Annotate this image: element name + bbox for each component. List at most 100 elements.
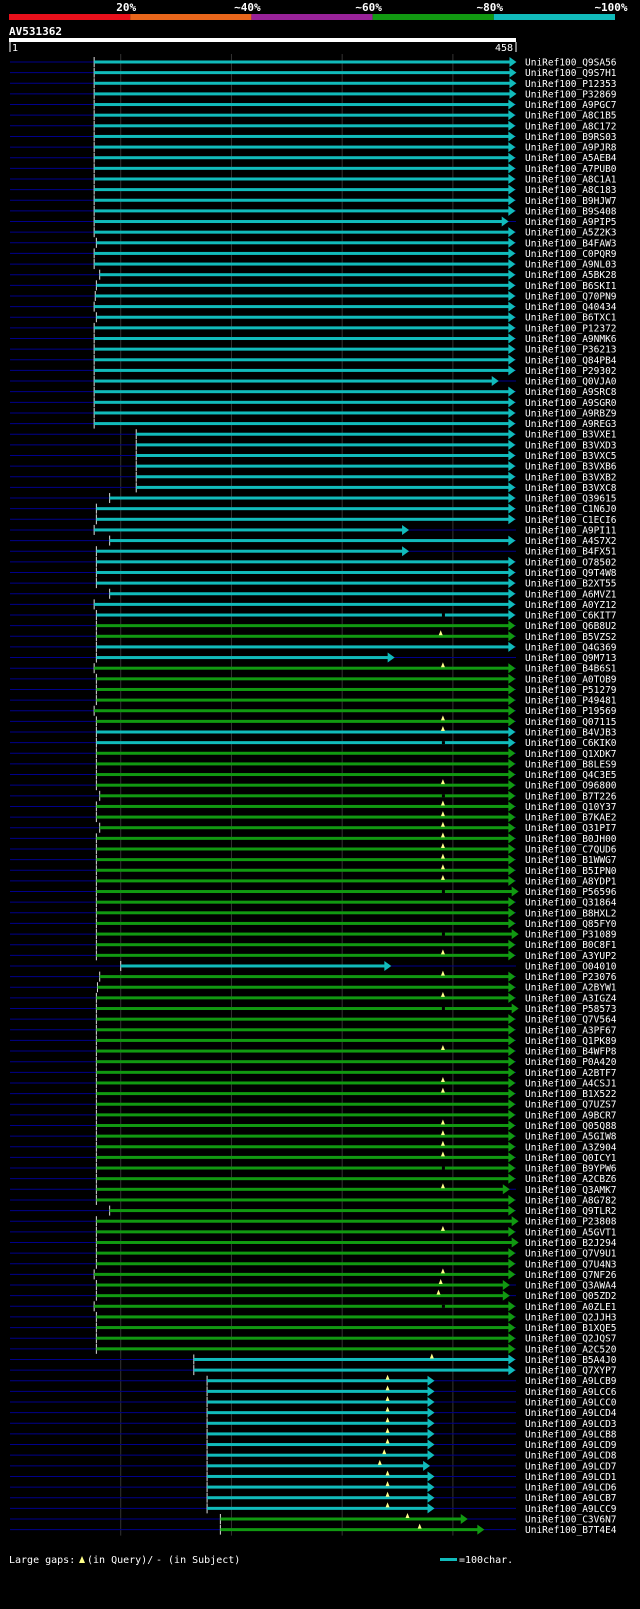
hit-name[interactable]: UniRef100_Q39615 bbox=[525, 494, 617, 505]
hit-name[interactable]: UniRef100_Q7V564 bbox=[525, 1015, 617, 1026]
hit-name[interactable]: UniRef100_C1N6J0 bbox=[525, 504, 617, 515]
hit-name[interactable]: UniRef100_A9LCD3 bbox=[525, 1419, 617, 1430]
hit-name[interactable]: UniRef100_O78502 bbox=[525, 557, 617, 568]
hit-name[interactable]: UniRef100_A9PI11 bbox=[525, 525, 617, 536]
hit-name[interactable]: UniRef100_C3V6N7 bbox=[525, 1514, 617, 1525]
hit-name[interactable]: UniRef100_Q9TLR2 bbox=[525, 1206, 617, 1217]
hit-name[interactable]: UniRef100_A9LCB9 bbox=[525, 1376, 617, 1387]
hit-name[interactable]: UniRef100_Q31PI7 bbox=[525, 823, 617, 834]
hit-name[interactable]: UniRef100_A8YDP1 bbox=[525, 876, 617, 887]
hit-name[interactable]: UniRef100_Q05ZD2 bbox=[525, 1291, 617, 1302]
hit-name[interactable]: UniRef100_Q3AMK7 bbox=[525, 1185, 617, 1196]
hit-name[interactable]: UniRef100_A5BK28 bbox=[525, 270, 617, 281]
hit-name[interactable]: UniRef100_C6KIK0 bbox=[525, 738, 617, 749]
hit-name[interactable]: UniRef100_A9SGR0 bbox=[525, 398, 617, 409]
hit-name[interactable]: UniRef100_A3IGZ4 bbox=[525, 993, 617, 1004]
hit-name[interactable]: UniRef100_P58573 bbox=[525, 1004, 617, 1015]
hit-name[interactable]: UniRef100_B0JH00 bbox=[525, 834, 617, 845]
hit-name[interactable]: UniRef100_Q07115 bbox=[525, 717, 617, 728]
hit-name[interactable]: UniRef100_Q7UZS7 bbox=[525, 1100, 617, 1111]
hit-name[interactable]: UniRef100_B7T4E4 bbox=[525, 1525, 617, 1536]
hit-name[interactable]: UniRef100_C0PQR9 bbox=[525, 249, 617, 260]
hit-name[interactable]: UniRef100_B9YPW6 bbox=[525, 1164, 617, 1175]
hit-name[interactable]: UniRef100_B2J294 bbox=[525, 1238, 617, 1249]
hit-name[interactable]: UniRef100_P23808 bbox=[525, 1217, 617, 1228]
hit-name[interactable]: UniRef100_Q84PB4 bbox=[525, 355, 617, 366]
hit-name[interactable]: UniRef100_Q9SA56 bbox=[525, 58, 617, 69]
hit-name[interactable]: UniRef100_B3VXB6 bbox=[525, 462, 617, 473]
hit-name[interactable]: UniRef100_A9LCC0 bbox=[525, 1398, 617, 1409]
hit-name[interactable]: UniRef100_Q4C3E5 bbox=[525, 770, 617, 781]
hit-name[interactable]: UniRef100_B3VXE1 bbox=[525, 430, 617, 441]
hit-name[interactable]: UniRef100_A9LCB7 bbox=[525, 1493, 617, 1504]
hit-name[interactable]: UniRef100_A3Z904 bbox=[525, 1142, 617, 1153]
hit-name[interactable]: UniRef100_B3VXD3 bbox=[525, 440, 617, 451]
hit-name[interactable]: UniRef100_A7PUB0 bbox=[525, 164, 617, 175]
hit-name[interactable]: UniRef100_A9LCD6 bbox=[525, 1483, 617, 1494]
hit-name[interactable]: UniRef100_B2XT55 bbox=[525, 579, 617, 590]
hit-name[interactable]: UniRef100_B3VXB2 bbox=[525, 472, 617, 483]
hit-name[interactable]: UniRef100_A9PJR8 bbox=[525, 143, 617, 154]
hit-name[interactable]: UniRef100_P51279 bbox=[525, 685, 617, 696]
hit-name[interactable]: UniRef100_B7KAE2 bbox=[525, 813, 617, 824]
hit-name[interactable]: UniRef100_A8C172 bbox=[525, 121, 617, 132]
hit-name[interactable]: UniRef100_Q7NF26 bbox=[525, 1270, 617, 1281]
hit-name[interactable]: UniRef100_A2BYW1 bbox=[525, 983, 617, 994]
hit-name[interactable]: UniRef100_A9LCC6 bbox=[525, 1387, 617, 1398]
hit-name[interactable]: UniRef100_Q10Y37 bbox=[525, 802, 617, 813]
hit-name[interactable]: UniRef100_P23076 bbox=[525, 972, 617, 983]
hit-name[interactable]: UniRef100_P29302 bbox=[525, 366, 617, 377]
hit-name[interactable]: UniRef100_A3PF67 bbox=[525, 1025, 617, 1036]
hit-name[interactable]: UniRef100_Q40434 bbox=[525, 302, 617, 313]
hit-name[interactable]: UniRef100_A8C1B5 bbox=[525, 111, 617, 122]
hit-name[interactable]: UniRef100_A9LCD4 bbox=[525, 1408, 617, 1419]
hit-name[interactable]: UniRef100_B4B6S1 bbox=[525, 664, 617, 675]
hit-name[interactable]: UniRef100_A2BTF7 bbox=[525, 1068, 617, 1079]
hit-name[interactable]: UniRef100_A5GVT1 bbox=[525, 1227, 617, 1238]
hit-name[interactable]: UniRef100_A8C183 bbox=[525, 185, 617, 196]
hit-name[interactable]: UniRef100_B1XQE5 bbox=[525, 1323, 617, 1334]
hit-name[interactable]: UniRef100_B0C8F1 bbox=[525, 940, 617, 951]
hit-name[interactable]: UniRef100_B4WFP8 bbox=[525, 1047, 617, 1058]
hit-name[interactable]: UniRef100_A9RBZ9 bbox=[525, 408, 617, 419]
hit-name[interactable]: UniRef100_B4VJB3 bbox=[525, 728, 617, 739]
hit-name[interactable]: UniRef100_C1ECI6 bbox=[525, 515, 617, 526]
hit-name[interactable]: UniRef100_A8C1A1 bbox=[525, 174, 617, 185]
hit-name[interactable]: UniRef100_A9SRC8 bbox=[525, 387, 617, 398]
hit-name[interactable]: UniRef100_Q85FY0 bbox=[525, 919, 617, 930]
hit-name[interactable]: UniRef100_A6MVZ1 bbox=[525, 589, 617, 600]
hit-name[interactable]: UniRef100_B5VZS2 bbox=[525, 632, 617, 643]
hit-name[interactable]: UniRef100_B9RS03 bbox=[525, 132, 617, 143]
hit-name[interactable]: UniRef100_A4S7X2 bbox=[525, 536, 617, 547]
hit-name[interactable]: UniRef100_P12353 bbox=[525, 79, 617, 90]
hit-name[interactable]: UniRef100_A9LCB8 bbox=[525, 1429, 617, 1440]
hit-name[interactable]: UniRef100_A5Z2K3 bbox=[525, 228, 617, 239]
hit-name[interactable]: UniRef100_Q1PK89 bbox=[525, 1036, 617, 1047]
hit-name[interactable]: UniRef100_Q4G369 bbox=[525, 642, 617, 653]
hit-name[interactable]: UniRef100_B8HXL2 bbox=[525, 908, 617, 919]
hit-name[interactable]: UniRef100_B4FX51 bbox=[525, 547, 617, 558]
hit-name[interactable]: UniRef100_A9LCD8 bbox=[525, 1451, 617, 1462]
hit-name[interactable]: UniRef100_B3VXC8 bbox=[525, 483, 617, 494]
hit-name[interactable]: UniRef100_A8G782 bbox=[525, 1195, 617, 1206]
hit-name[interactable]: UniRef100_A0TOB9 bbox=[525, 674, 617, 685]
hit-name[interactable]: UniRef100_A9PGC7 bbox=[525, 100, 617, 111]
hit-name[interactable]: UniRef100_B1WWG7 bbox=[525, 855, 617, 866]
hit-name[interactable]: UniRef100_P31089 bbox=[525, 930, 617, 941]
hit-name[interactable]: UniRef100_A2C520 bbox=[525, 1344, 617, 1355]
hit-name[interactable]: UniRef100_A3YUP2 bbox=[525, 951, 617, 962]
hit-name[interactable]: UniRef100_A9LCC9 bbox=[525, 1504, 617, 1515]
hit-name[interactable]: UniRef100_A5GIW8 bbox=[525, 1132, 617, 1143]
hit-name[interactable]: UniRef100_B3VXC5 bbox=[525, 451, 617, 462]
hit-name[interactable]: UniRef100_B5IPN0 bbox=[525, 866, 617, 877]
hit-name[interactable]: UniRef100_P19569 bbox=[525, 706, 617, 717]
hit-name[interactable]: UniRef100_A9LCD9 bbox=[525, 1440, 617, 1451]
hit-name[interactable]: UniRef100_A9PIP5 bbox=[525, 217, 617, 228]
hit-name[interactable]: UniRef100_P12372 bbox=[525, 323, 617, 334]
hit-name[interactable]: UniRef100_B7T226 bbox=[525, 791, 617, 802]
hit-name[interactable]: UniRef100_B5A4J0 bbox=[525, 1355, 617, 1366]
hit-name[interactable]: UniRef100_Q7U4N3 bbox=[525, 1259, 617, 1270]
hit-name[interactable]: UniRef100_Q3AWA4 bbox=[525, 1281, 617, 1292]
hit-name[interactable]: UniRef100_B6TXC1 bbox=[525, 313, 617, 324]
hit-name[interactable]: UniRef100_P56596 bbox=[525, 887, 617, 898]
